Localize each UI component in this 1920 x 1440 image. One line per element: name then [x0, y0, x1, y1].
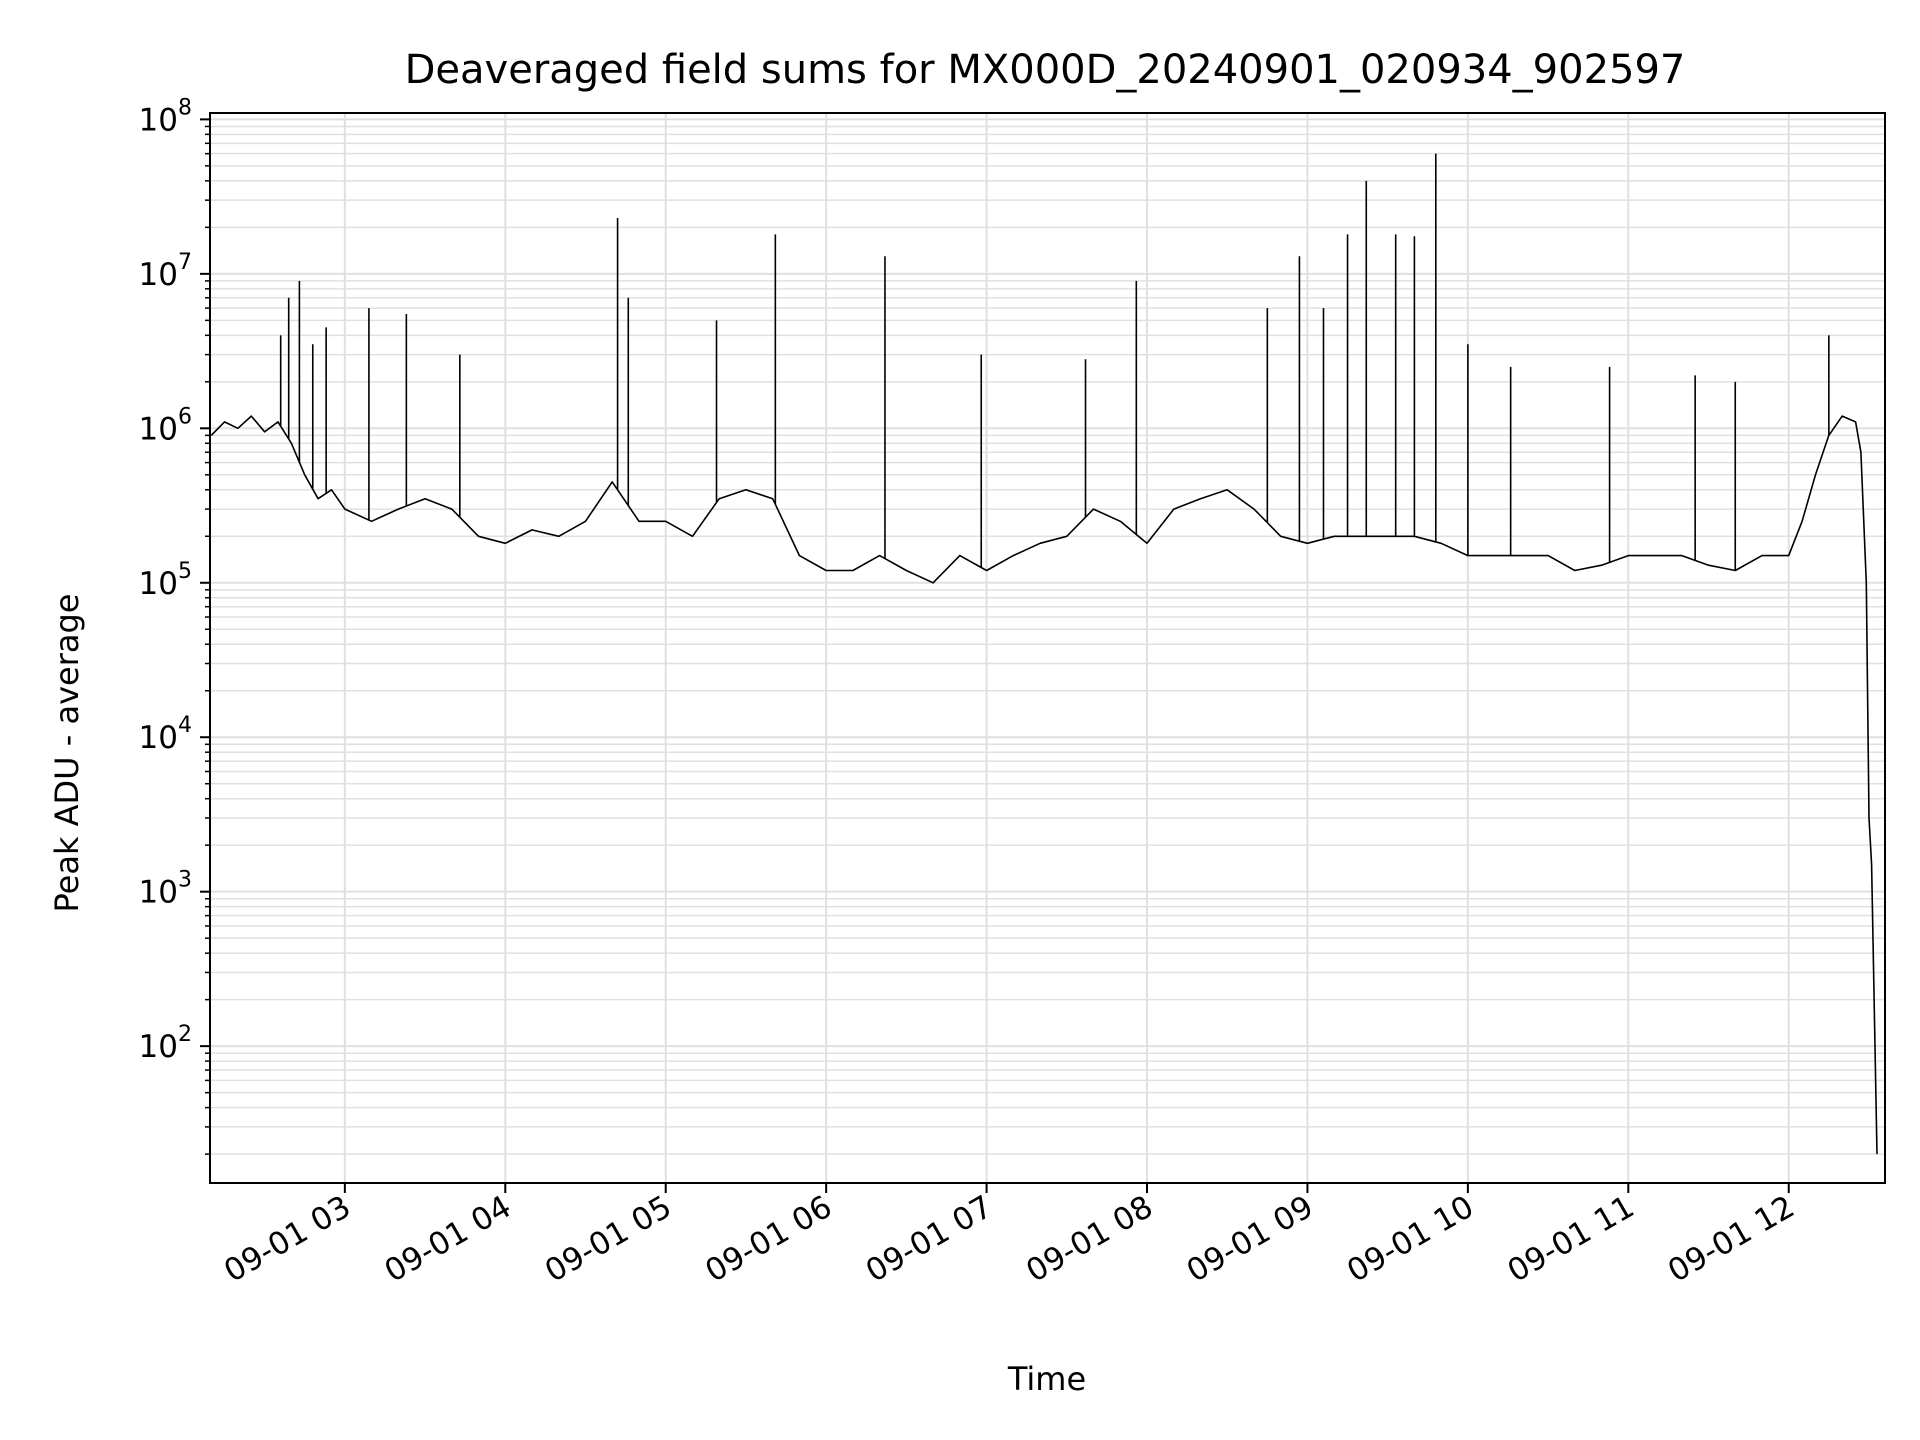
y-axis-label: Peak ADU - average [48, 594, 86, 913]
y-tick-label: 104 [139, 713, 192, 756]
axes-frame [209, 112, 1886, 1184]
series [210, 153, 1878, 1155]
chart-title: Deaveraged field sums for MX000D_2024090… [405, 47, 1686, 93]
grid [210, 113, 1885, 1183]
y-tick-label: 105 [139, 559, 192, 602]
y-tick-label: 107 [139, 250, 192, 293]
series-line [210, 415, 1878, 1155]
y-tick-label: 106 [139, 404, 192, 447]
y-tick-label: 102 [139, 1022, 192, 1065]
y-ticks: 102 103 104 105 106 107 108 [139, 95, 210, 1155]
y-tick-label: 103 [139, 868, 192, 911]
x-axis-label: Time [1007, 1360, 1086, 1398]
y-tick-label: 108 [139, 95, 192, 138]
